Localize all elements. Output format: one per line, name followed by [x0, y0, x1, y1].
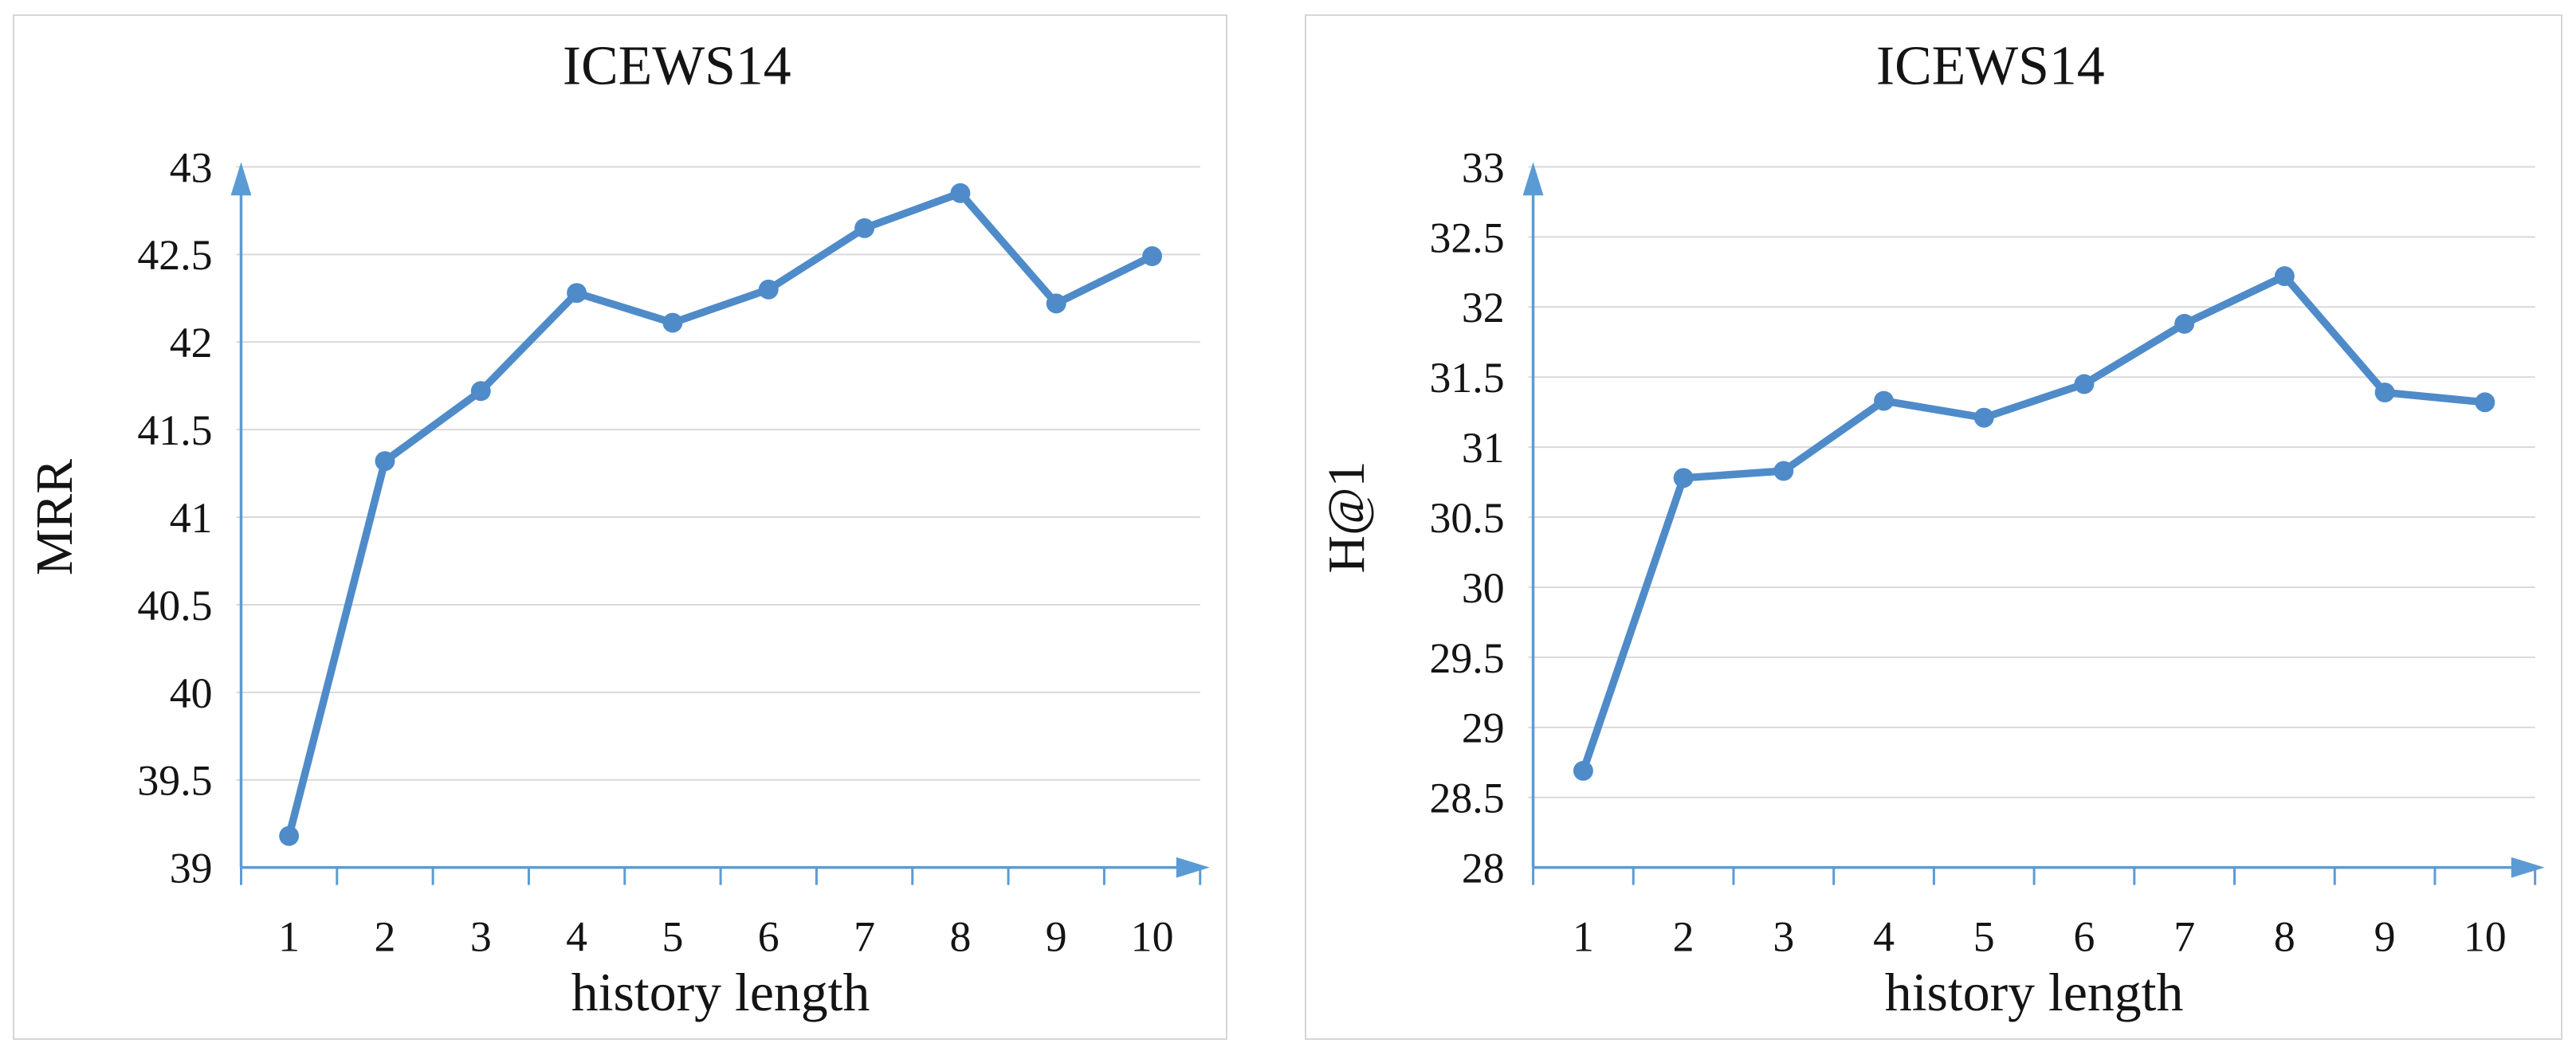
x-tick-label: 5 [1973, 912, 1995, 960]
x-axis-title: history length [571, 963, 870, 1022]
y-tick-label: 33 [1462, 143, 1505, 191]
data-point [854, 218, 875, 238]
x-tick-label: 8 [949, 912, 971, 960]
y-axis-title: MRR [26, 459, 84, 575]
x-tick-label: 10 [1131, 912, 1174, 960]
y-tick-label: 40.5 [137, 582, 212, 630]
y-axis-arrow-icon [1522, 162, 1544, 196]
x-tick-label: 3 [1773, 912, 1794, 960]
mrr-line-chart: 39 39.5 40 40.5 41 41.5 42 42.5 43 1 2 3 4 5 6 7 8 9 10 ICE… [26, 36, 1210, 1022]
data-point [1142, 246, 1163, 266]
x-axis-arrow-icon [1176, 857, 1210, 878]
chart-title: ICEWS14 [563, 36, 791, 97]
data-point [1773, 461, 1794, 481]
data-point [2074, 374, 2095, 394]
data-point [279, 826, 300, 846]
y-tick-label: 31 [1462, 424, 1505, 472]
x-axis-title: history length [1885, 963, 2184, 1022]
data-point [2174, 313, 2195, 334]
data-point [950, 182, 971, 203]
x-tick-label: 3 [470, 912, 492, 960]
h1-line-chart: 28 28.5 29 29.5 30 30.5 31 31.5 32 32.5 33 1 2 3 4 5 6 7 8… [1317, 36, 2545, 1022]
y-tick-label: 31.5 [1429, 354, 1504, 402]
y-tick-label: 43 [170, 143, 213, 191]
mrr-chart-panel: 39 39.5 40 40.5 41 41.5 42 42.5 43 1 2 3 4 5 6 7 8 9 10 ICE… [13, 14, 1227, 1040]
y-tick-label: 28.5 [1429, 775, 1504, 822]
x-tick-label: 4 [566, 912, 587, 960]
data-point [567, 283, 587, 304]
x-tick-label: 1 [278, 912, 300, 960]
data-point [2475, 392, 2496, 413]
x-tick-label: 7 [2174, 912, 2195, 960]
x-tick-label: 2 [375, 912, 396, 960]
y-tick-label: 41.5 [137, 406, 212, 454]
x-tick-label: 8 [2274, 912, 2295, 960]
y-tick-label: 29.5 [1429, 634, 1504, 682]
data-point [758, 279, 779, 300]
x-axis-arrow-icon [2511, 857, 2545, 878]
y-tick-label: 32.5 [1429, 214, 1504, 261]
data-point [2274, 266, 2295, 287]
data-point [375, 451, 395, 472]
data-point [1673, 468, 1694, 488]
y-tick-label: 29 [1462, 704, 1505, 752]
x-tick-label: 6 [758, 912, 779, 960]
x-tick-label: 4 [1873, 912, 1895, 960]
chart-title: ICEWS14 [1876, 36, 2105, 97]
y-tick-label: 39.5 [137, 757, 212, 805]
y-tick-label: 30 [1462, 564, 1505, 612]
data-point [1874, 390, 1895, 411]
y-tick-label: 41 [170, 494, 213, 542]
y-axis-title: H@1 [1317, 461, 1376, 574]
data-point [2374, 382, 2395, 402]
data-line [285, 189, 1156, 840]
x-tick-label: 9 [2374, 912, 2396, 960]
data-point [1573, 760, 1593, 781]
y-tick-label: 28 [1462, 845, 1505, 892]
x-tick-label: 5 [662, 912, 683, 960]
data-point [470, 381, 491, 402]
data-point [662, 312, 683, 333]
x-tick-label: 6 [2073, 912, 2095, 960]
x-tick-label: 9 [1046, 912, 1067, 960]
y-tick-label: 32 [1462, 284, 1505, 331]
x-tick-label: 2 [1673, 912, 1694, 960]
y-tick-label: 42 [170, 319, 213, 367]
y-tick-label: 30.5 [1429, 494, 1504, 542]
y-tick-label: 42.5 [137, 231, 212, 279]
data-line [1579, 272, 2489, 775]
data-point [1973, 407, 1994, 428]
y-tick-label: 40 [170, 669, 213, 717]
x-tick-label: 10 [2464, 912, 2507, 960]
y-tick-label: 39 [170, 845, 213, 892]
data-point [1046, 293, 1066, 314]
y-axis-arrow-icon [230, 162, 252, 196]
h1-chart-panel: 28 28.5 29 29.5 30 30.5 31 31.5 32 32.5 33 1 2 3 4 5 6 7 8… [1305, 14, 2562, 1040]
x-tick-label: 7 [854, 912, 875, 960]
x-tick-label: 1 [1573, 912, 1594, 960]
